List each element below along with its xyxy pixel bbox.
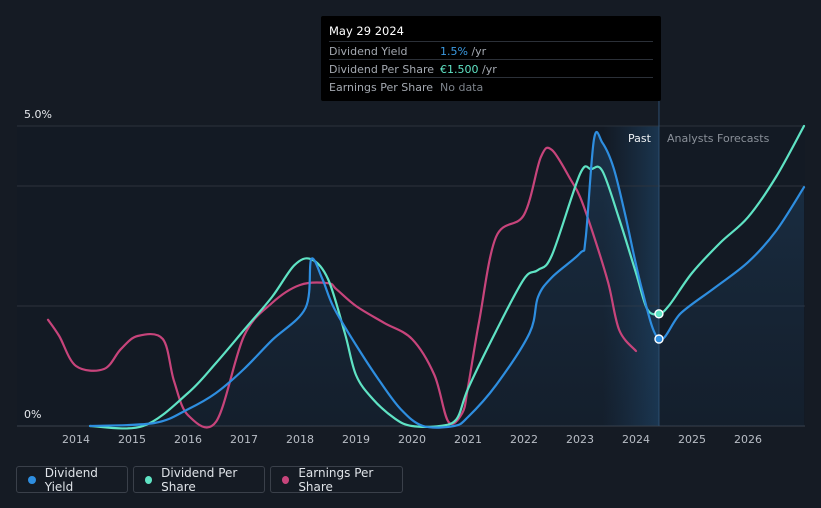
tooltip-value: €1.500 /yr: [440, 63, 497, 76]
tooltip-value: No data: [440, 81, 483, 94]
x-tick-label: 2022: [510, 433, 538, 446]
legend-label: Dividend Per Share: [161, 465, 238, 494]
tooltip-row-dividend-yield: Dividend Yield 1.5% /yr: [329, 41, 653, 60]
tooltip-date: May 29 2024: [329, 24, 404, 38]
tooltip-value-number: €1.500: [440, 63, 479, 76]
tooltip: May 29 2024 Dividend Yield 1.5% /yr Divi…: [321, 16, 661, 101]
y-tick-label: 0%: [24, 408, 41, 421]
tooltip-value-number: No data: [440, 81, 484, 94]
x-tick-label: 2021: [454, 433, 482, 446]
tooltip-value-unit: /yr: [467, 45, 487, 58]
tooltip-value: 1.5% /yr: [440, 45, 486, 58]
dividend-yield-marker: [654, 334, 664, 344]
x-tick-label: 2026: [734, 433, 762, 446]
y-tick-label: 5.0%: [24, 108, 52, 121]
legend-dividend-per-share[interactable]: Dividend Per Share: [133, 465, 265, 494]
forecast-region-label: Analysts Forecasts: [667, 132, 770, 145]
dividend-yield-area: [90, 131, 804, 428]
tooltip-row-dividend-per-share: Dividend Per Share €1.500 /yr: [329, 59, 653, 78]
tooltip-label: Dividend Yield: [329, 45, 408, 58]
tooltip-value-unit: /yr: [478, 63, 497, 76]
x-tick-label: 2014: [62, 433, 90, 446]
dividend-yield-line: [88, 130, 806, 429]
legend-dot-icon: [28, 475, 36, 484]
x-tick-label: 2018: [286, 433, 314, 446]
tooltip-label: Dividend Per Share: [329, 63, 435, 76]
legend-label: Earnings Per Share: [298, 465, 374, 494]
x-tick-label: 2025: [678, 433, 706, 446]
legend-label: Dividend Yield: [44, 465, 98, 494]
legend-earnings-per-share[interactable]: Earnings Per Share: [270, 465, 403, 494]
x-tick-label: 2015: [118, 433, 146, 446]
x-tick-label: 2020: [398, 433, 426, 446]
x-tick-label: 2019: [342, 433, 370, 446]
legend-dot-icon: [282, 475, 290, 484]
past-region-label: Past: [628, 132, 652, 145]
dividend-per-share-marker: [654, 309, 664, 319]
tooltip-label: Earnings Per Share: [329, 81, 434, 94]
x-tick-label: 2017: [230, 433, 258, 446]
tooltip-row-earnings-per-share: Earnings Per Share No data: [329, 77, 653, 96]
legend-dot-icon: [145, 475, 153, 484]
earnings-per-share-line: [46, 146, 638, 429]
tooltip-value-number: 1.5%: [440, 45, 468, 58]
x-tick-label: 2023: [566, 433, 594, 446]
legend-dividend-yield[interactable]: Dividend Yield: [16, 465, 128, 494]
x-tick-label: 2024: [622, 433, 650, 446]
x-tick-label: 2016: [174, 433, 202, 446]
